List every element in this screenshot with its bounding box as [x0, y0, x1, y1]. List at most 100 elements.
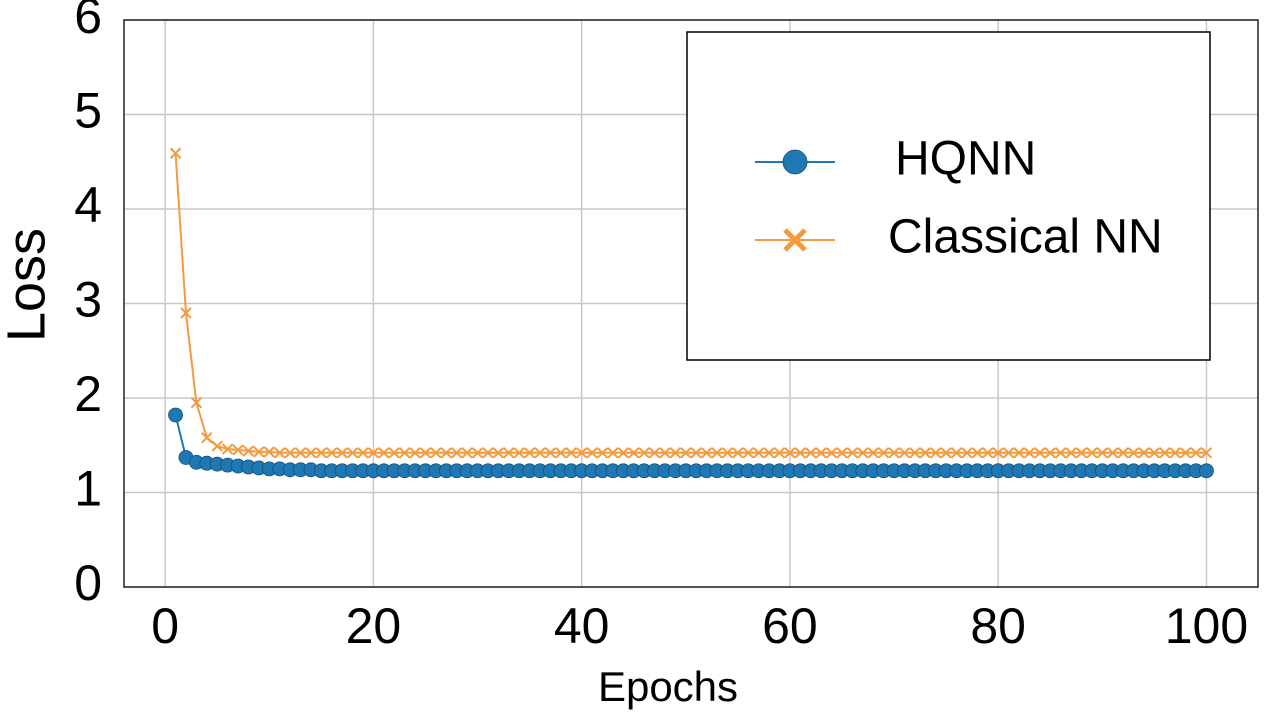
x-tick-label: 100 [1165, 598, 1248, 654]
marker [1127, 447, 1140, 459]
marker [648, 447, 661, 459]
marker [1054, 447, 1067, 459]
marker [326, 447, 338, 459]
marker [909, 447, 921, 459]
marker [450, 447, 463, 459]
marker [607, 447, 619, 459]
marker [628, 447, 640, 459]
marker [846, 447, 859, 459]
marker [201, 431, 213, 444]
marker [253, 446, 265, 458]
y-tick-label: 1 [74, 461, 102, 517]
marker [940, 447, 952, 459]
marker [930, 447, 942, 459]
marker [575, 447, 588, 459]
marker [471, 447, 484, 459]
marker [1169, 447, 1181, 459]
marker [555, 447, 567, 459]
marker [1138, 447, 1150, 459]
marker [732, 447, 744, 459]
marker [857, 447, 869, 459]
marker [534, 447, 546, 459]
legend-label: Classical NN [888, 211, 1163, 264]
legend-label: HQNN [895, 133, 1036, 186]
y-axis-label: Loss [0, 228, 56, 342]
marker [752, 447, 765, 459]
marker [961, 447, 973, 459]
marker [1159, 447, 1171, 459]
marker [586, 447, 598, 459]
marker [1013, 447, 1025, 459]
marker [221, 443, 234, 455]
marker [211, 440, 223, 452]
marker [773, 447, 786, 459]
x-tick-label: 60 [762, 598, 818, 654]
marker [1199, 463, 1214, 479]
marker [190, 397, 203, 409]
marker [982, 447, 994, 459]
marker [1075, 447, 1088, 459]
marker [346, 447, 359, 459]
marker [1179, 447, 1192, 459]
marker [168, 407, 183, 423]
x-axis-label: Epochs [598, 663, 738, 710]
marker [1034, 447, 1046, 459]
marker [782, 149, 808, 175]
marker [544, 447, 557, 459]
marker [398, 447, 411, 459]
y-tick-label: 2 [74, 366, 102, 422]
legend: HQNN Classical NN [686, 31, 1211, 361]
y-tick-label: 4 [74, 177, 102, 233]
marker [721, 447, 734, 459]
marker [784, 447, 796, 459]
marker [169, 147, 182, 159]
marker [503, 447, 515, 459]
marker [461, 447, 473, 459]
marker [659, 447, 671, 459]
x-tick-label: 80 [970, 598, 1026, 654]
marker [763, 447, 775, 459]
marker [836, 447, 848, 459]
marker [971, 447, 984, 459]
marker [294, 447, 307, 459]
marker [180, 307, 192, 319]
marker [877, 447, 890, 459]
marker [1023, 447, 1036, 459]
marker [700, 447, 713, 459]
marker [805, 447, 817, 459]
marker [669, 447, 682, 459]
marker [711, 447, 723, 459]
marker [1086, 447, 1098, 459]
y-tick-label: 3 [74, 272, 102, 328]
marker [992, 447, 1004, 459]
marker [1002, 447, 1015, 459]
marker [232, 444, 244, 456]
marker [565, 447, 577, 459]
plot-frame [123, 19, 1259, 588]
marker [357, 447, 369, 459]
marker [638, 447, 650, 459]
marker [815, 447, 827, 459]
marker [783, 228, 807, 252]
marker [336, 447, 348, 459]
marker [1190, 447, 1202, 459]
marker [690, 447, 702, 459]
marker [492, 447, 505, 459]
marker [378, 447, 390, 459]
marker [596, 447, 609, 459]
legend-box [686, 31, 1211, 361]
marker [617, 447, 630, 459]
marker [513, 447, 525, 459]
marker [263, 446, 275, 458]
marker [315, 447, 328, 459]
marker [680, 447, 692, 459]
x-tick-label: 40 [554, 598, 610, 654]
marker [242, 445, 255, 457]
marker [409, 447, 421, 459]
marker [430, 447, 442, 459]
marker [888, 447, 900, 459]
marker [1200, 447, 1213, 459]
marker [742, 447, 754, 459]
